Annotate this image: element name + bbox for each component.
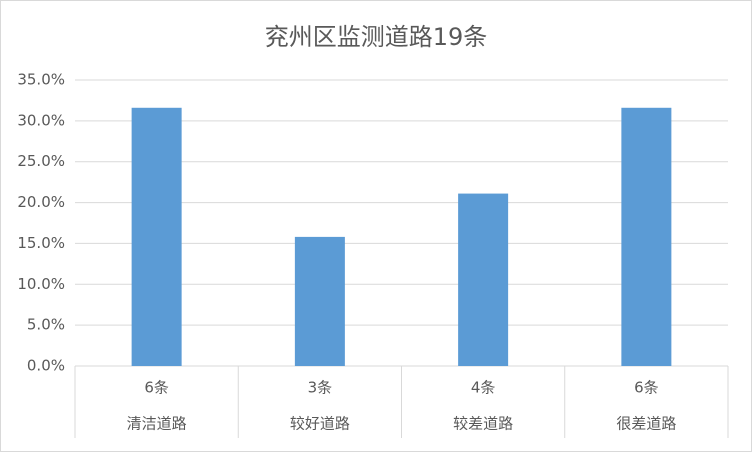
- x-tick-count-label: 4条: [471, 379, 496, 397]
- y-tick-label: 0.0%: [27, 357, 65, 375]
- bar: [621, 107, 672, 366]
- y-tick-label: 20.0%: [17, 193, 65, 211]
- y-tick-label: 10.0%: [17, 275, 65, 293]
- x-tick-count-label: 6条: [634, 379, 659, 397]
- y-tick-label: 25.0%: [17, 152, 65, 170]
- chart-title: 兖州区监测道路19条: [265, 23, 488, 51]
- bar: [131, 107, 182, 366]
- x-tick-label: 较差道路: [453, 415, 513, 433]
- y-tick-label: 5.0%: [27, 316, 65, 334]
- x-tick-label: 清洁道路: [127, 415, 187, 433]
- bar: [458, 193, 509, 366]
- y-tick-label: 30.0%: [17, 111, 65, 129]
- y-tick-label: 15.0%: [17, 234, 65, 252]
- x-tick-count-label: 3条: [308, 379, 333, 397]
- x-tick-label: 较好道路: [290, 415, 350, 433]
- x-tick-label: 很差道路: [616, 415, 676, 433]
- bar: [294, 236, 345, 366]
- x-tick-count-label: 6条: [144, 379, 169, 397]
- y-tick-label: 35.0%: [17, 71, 65, 89]
